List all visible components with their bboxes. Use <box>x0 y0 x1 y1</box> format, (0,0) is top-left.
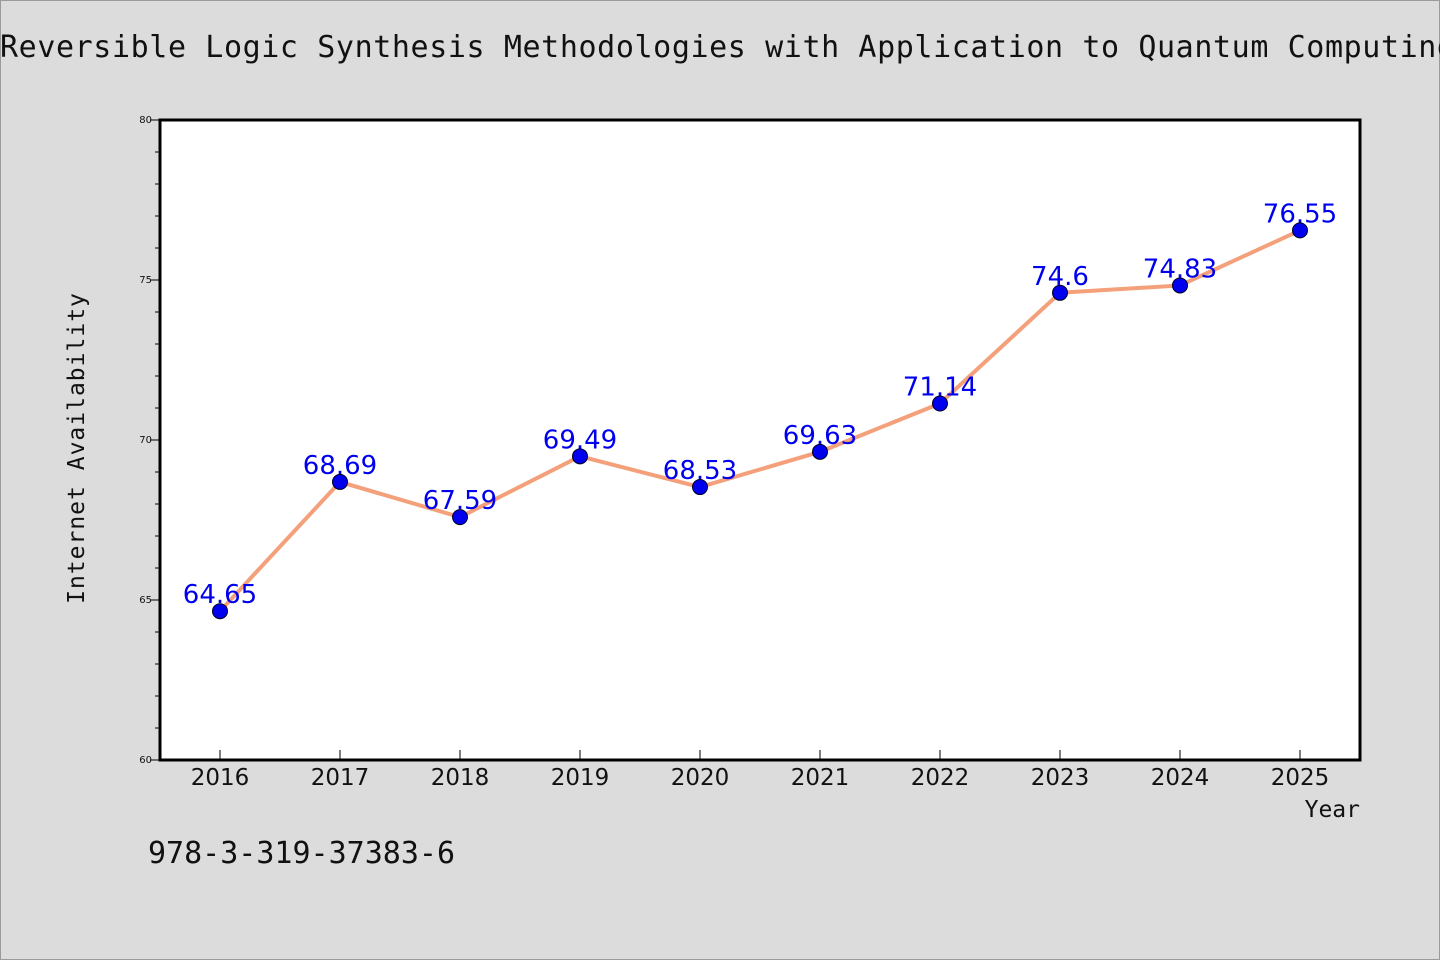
data-point-2016 <box>212 603 228 620</box>
data-label-2023: 74.6 <box>1031 262 1089 292</box>
x-tick-label-2018: 2018 <box>431 765 490 791</box>
y-tick-label-80: 80 <box>139 115 152 126</box>
data-point-2023 <box>1052 284 1068 301</box>
data-point-2021 <box>812 443 828 460</box>
x-tick-label-2025: 2025 <box>1271 765 1330 791</box>
data-label-2025: 76.55 <box>1263 199 1337 229</box>
x-tick-label-2023: 2023 <box>1031 765 1090 791</box>
x-tick-label-2021: 2021 <box>791 765 850 791</box>
plot-border <box>158 118 1362 762</box>
y-tick-label-70: 70 <box>139 435 152 446</box>
x-tick-label-2020: 2020 <box>671 765 730 791</box>
data-label-2022: 71.14 <box>903 373 977 403</box>
x-tick-label-2017: 2017 <box>311 765 370 791</box>
data-label-2019: 69.49 <box>543 425 617 455</box>
isbn-footnote: 978-3-319-37383-6 <box>148 836 456 871</box>
data-label-2016: 64.65 <box>183 580 257 610</box>
data-labels: 64.65 68.69 67.59 69.49 68.53 69.63 71.14 74.6 7… <box>183 199 1337 610</box>
data-point-2018 <box>452 509 468 526</box>
x-tick-label-2024: 2024 <box>1151 765 1210 791</box>
data-label-2017: 68.69 <box>303 451 377 481</box>
x-tick-label-2016: 2016 <box>191 765 250 791</box>
data-point-2022 <box>932 395 948 412</box>
data-point-2024 <box>1172 277 1188 294</box>
chart-title: Reversible Logic Synthesis Methodologies… <box>0 30 1440 65</box>
y-tick-label-75: 75 <box>139 275 152 286</box>
data-label-2018: 67.59 <box>423 486 497 516</box>
data-point-2019 <box>572 448 588 465</box>
series-line <box>212 222 1308 620</box>
y-tick-label-60: 60 <box>139 755 152 766</box>
x-tick-label-2019: 2019 <box>551 765 610 791</box>
x-tick-label-2022: 2022 <box>911 765 970 791</box>
x-axis-label: Year <box>1304 797 1360 823</box>
y-tick-label-65: 65 <box>139 595 152 606</box>
data-label-2024: 74.83 <box>1143 254 1217 284</box>
data-point-2020 <box>692 479 708 496</box>
data-label-2020: 68.53 <box>663 456 737 486</box>
axes: 60 65 70 75 80 2016 2017 2018 2019 2020 2021 2022 20… <box>139 115 1329 791</box>
data-point-2017 <box>332 473 348 490</box>
line-path <box>218 228 1302 614</box>
data-label-2021: 69.63 <box>783 421 857 451</box>
plot-area <box>160 120 1360 760</box>
data-point-2025 <box>1292 222 1308 239</box>
